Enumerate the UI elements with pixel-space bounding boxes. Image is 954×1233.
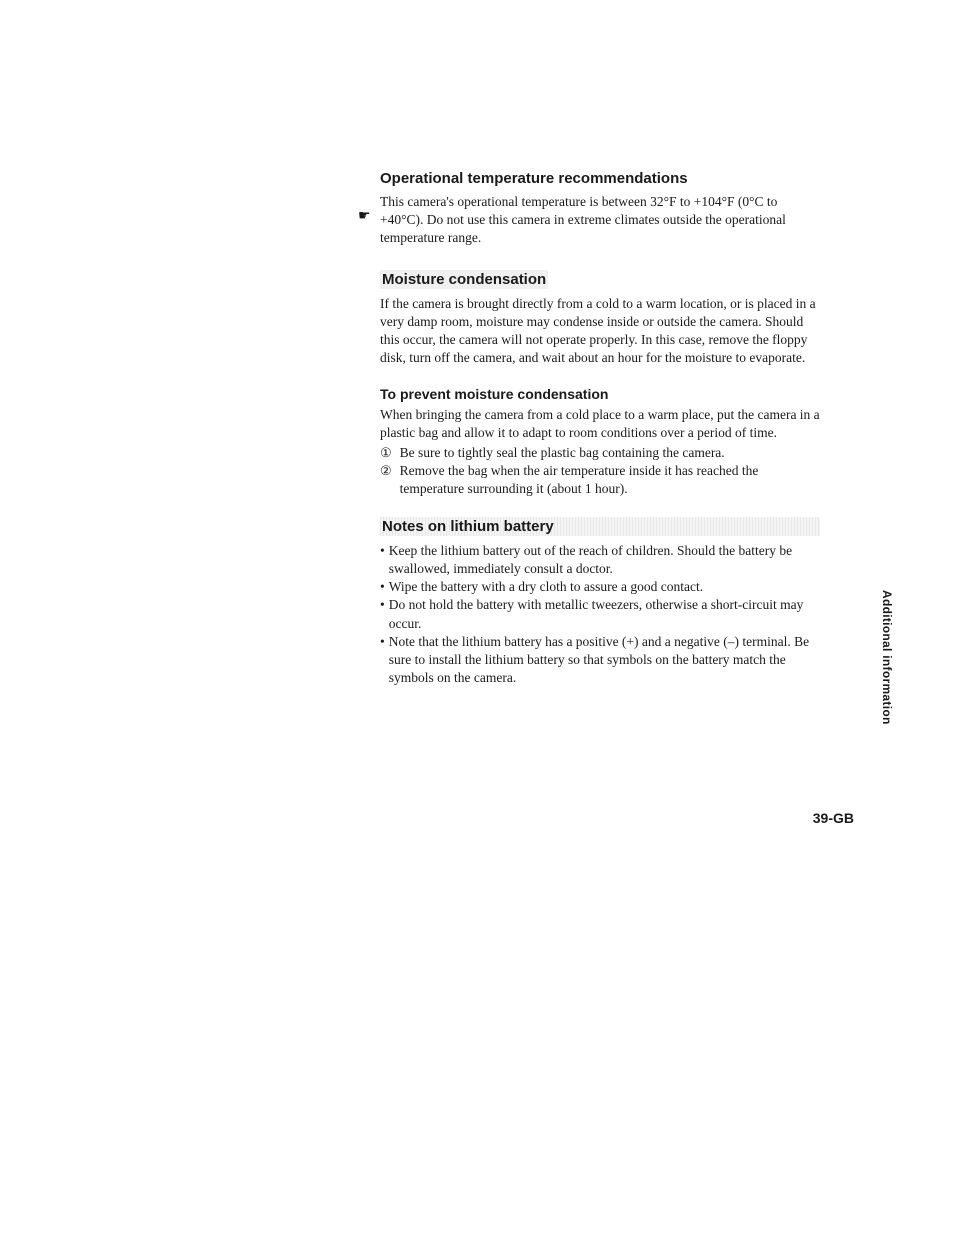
list-item: • Wipe the battery with a dry cloth to a… <box>380 578 820 596</box>
body-moisture: If the camera is brought directly from a… <box>380 295 820 368</box>
margin-arrow-icon: ☛ <box>358 208 371 225</box>
section-moisture: Moisture condensation If the camera is b… <box>380 270 820 368</box>
section-prevent: To prevent moisture condensation When br… <box>380 386 820 499</box>
bullet-icon: • <box>380 596 385 632</box>
heading-prevent: To prevent moisture condensation <box>380 386 820 402</box>
numbered-list-prevent: ① Be sure to tightly seal the plastic ba… <box>380 444 820 499</box>
circled-number-icon: ② <box>380 462 392 498</box>
list-item-text: Be sure to tightly seal the plastic bag … <box>400 444 725 462</box>
bullet-list-lithium: • Keep the lithium battery out of the re… <box>380 542 820 688</box>
list-item-text: Wipe the battery with a dry cloth to ass… <box>389 578 703 596</box>
list-item: • Keep the lithium battery out of the re… <box>380 542 820 578</box>
list-item: ① Be sure to tightly seal the plastic ba… <box>380 444 820 462</box>
heading-op-temp: Operational temperature recommendations <box>380 170 820 187</box>
bullet-icon: • <box>380 633 385 688</box>
list-item-text: Do not hold the battery with metallic tw… <box>389 596 820 632</box>
heading-lithium: Notes on lithium battery <box>380 517 820 536</box>
sidebar-section-tab: Additional information <box>880 590 894 725</box>
list-item: • Note that the lithium battery has a po… <box>380 633 820 688</box>
list-item: ② Remove the bag when the air temperatur… <box>380 462 820 498</box>
list-item-text: Remove the bag when the air temperature … <box>400 462 820 498</box>
list-item-text: Keep the lithium battery out of the reac… <box>389 542 820 578</box>
bullet-icon: • <box>380 542 385 578</box>
body-op-temp: This camera's operational temperature is… <box>380 193 820 248</box>
list-item-text: Note that the lithium battery has a posi… <box>389 633 820 688</box>
section-operational-temp: Operational temperature recommendations … <box>380 170 820 248</box>
circled-number-icon: ① <box>380 444 392 462</box>
body-prevent: When bringing the camera from a cold pla… <box>380 406 820 442</box>
heading-moisture: Moisture condensation <box>380 270 548 289</box>
list-item: • Do not hold the battery with metallic … <box>380 596 820 632</box>
bullet-icon: • <box>380 578 385 596</box>
section-lithium: Notes on lithium battery • Keep the lith… <box>380 517 820 688</box>
page-number: 39-GB <box>813 810 854 826</box>
page-content: Operational temperature recommendations … <box>380 170 820 687</box>
